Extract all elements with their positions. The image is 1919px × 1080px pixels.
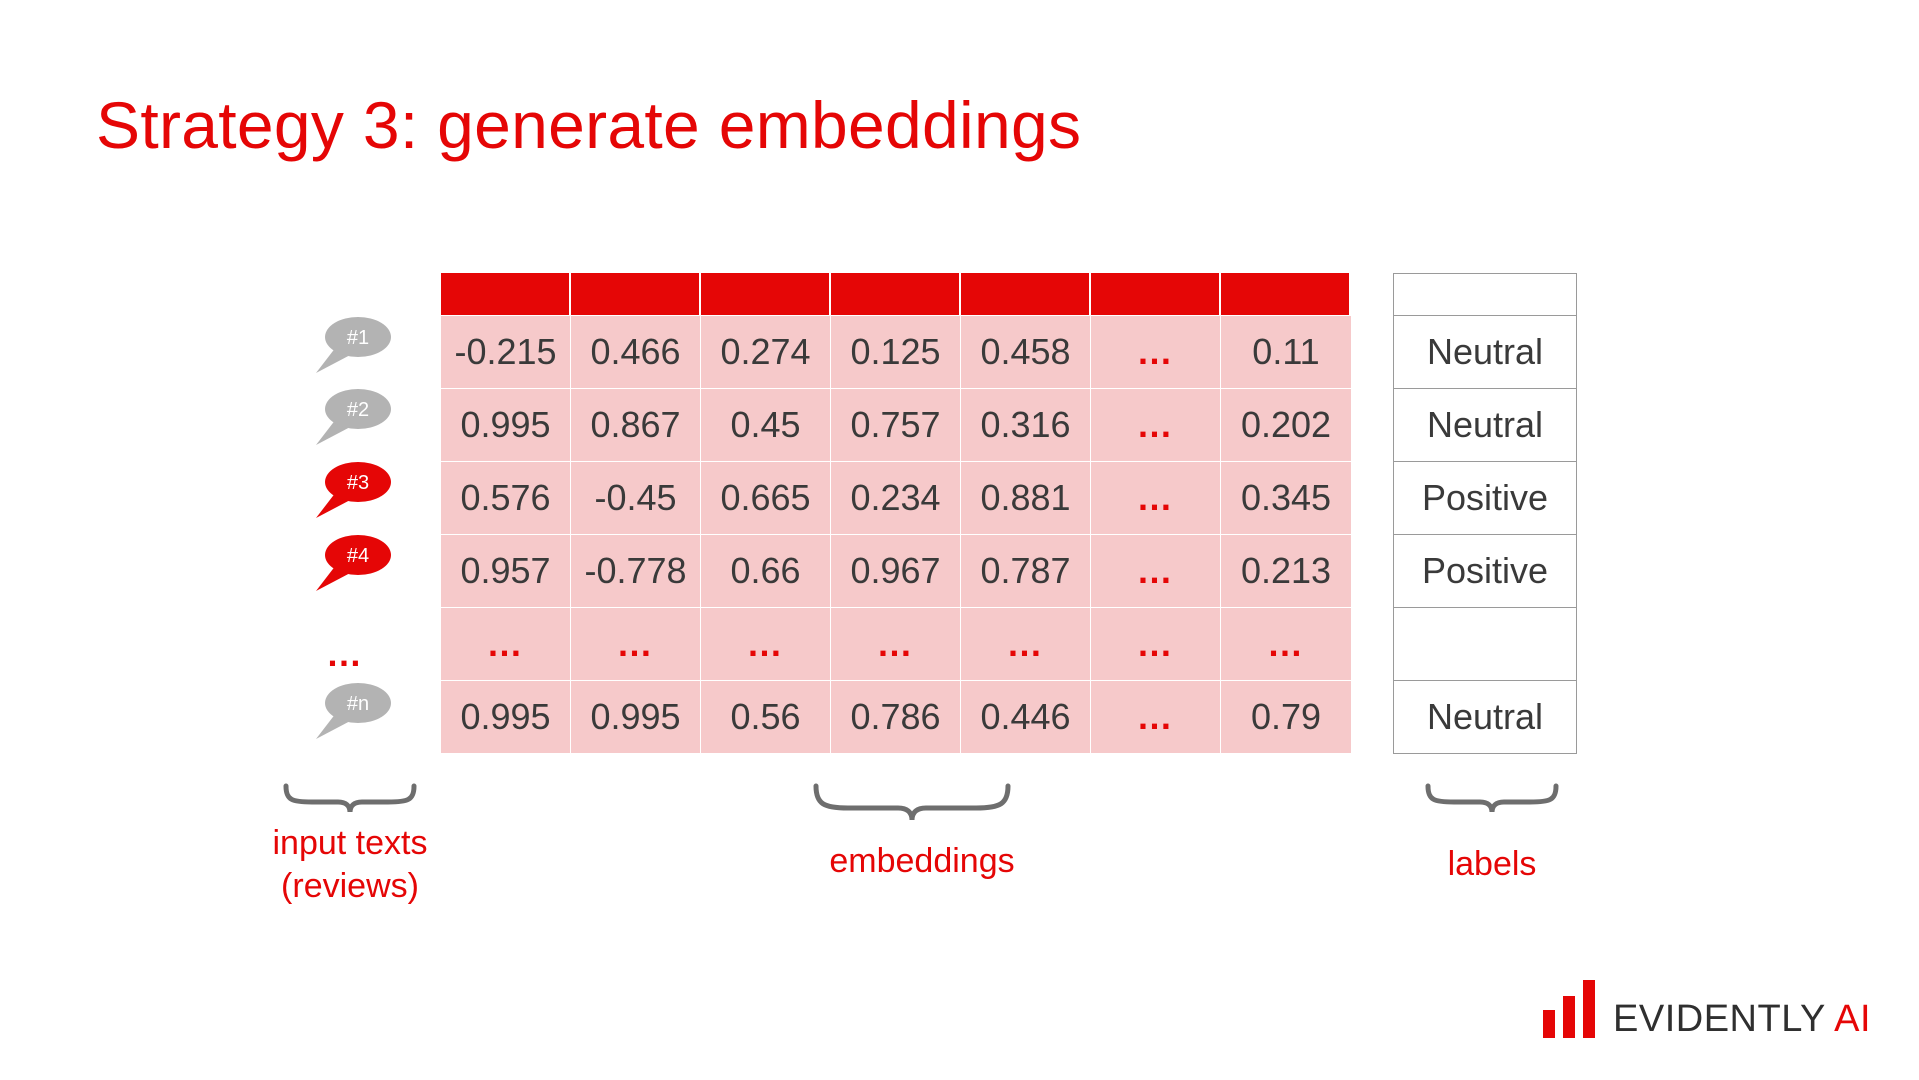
matrix-ellipsis-cell: … bbox=[1091, 534, 1221, 607]
matrix-cell: 0.787 bbox=[961, 534, 1091, 607]
label-cell: Positive bbox=[1394, 535, 1576, 608]
input-bubble-icon: #n bbox=[310, 681, 394, 745]
matrix-ellipsis-cell: … bbox=[1091, 315, 1221, 388]
input-bubble-label: #n bbox=[347, 693, 369, 715]
input-bubble-icon: #4 bbox=[310, 533, 394, 597]
matrix-cell: 0.79 bbox=[1221, 680, 1351, 753]
matrix-cell: 0.274 bbox=[701, 315, 831, 388]
matrix-cell: 0.66 bbox=[701, 534, 831, 607]
matrix-ellipsis-cell: … bbox=[1091, 607, 1221, 680]
matrix-cell: 0.757 bbox=[831, 388, 961, 461]
labels-brace bbox=[1425, 783, 1559, 813]
matrix-ellipsis-cell: … bbox=[831, 607, 961, 680]
embeddings-brace bbox=[813, 783, 1011, 821]
matrix-cell: 0.11 bbox=[1221, 315, 1351, 388]
logo-main: EVIDENTLY bbox=[1613, 998, 1826, 1040]
matrix-cell: 0.446 bbox=[961, 680, 1091, 753]
embeddings-matrix: -0.215 0.466 0.274 0.125 0.458… 0.11 0.995 0.86… bbox=[441, 273, 1351, 753]
matrix-cell: 0.234 bbox=[831, 461, 961, 534]
input-texts-caption: input texts (reviews) bbox=[250, 822, 450, 907]
matrix-cell: 0.45 bbox=[701, 388, 831, 461]
matrix-cell: 0.881 bbox=[961, 461, 1091, 534]
embeddings-caption: embeddings bbox=[829, 842, 1015, 880]
labels-header bbox=[1394, 274, 1576, 316]
matrix-cell: -0.215 bbox=[441, 315, 571, 388]
matrix-header-cell bbox=[701, 273, 831, 315]
matrix-cell: 0.786 bbox=[831, 680, 961, 753]
matrix-ellipsis-cell: … bbox=[1091, 461, 1221, 534]
matrix-header-cell bbox=[571, 273, 701, 315]
label-cell bbox=[1394, 608, 1576, 681]
label-cell: Positive bbox=[1394, 462, 1576, 535]
matrix-cell: 0.665 bbox=[701, 461, 831, 534]
matrix-ellipsis-cell: … bbox=[701, 607, 831, 680]
input-texts-caption-line1: input texts bbox=[272, 824, 428, 862]
input-ellipsis: … bbox=[326, 633, 364, 674]
matrix-cell: 0.213 bbox=[1221, 534, 1351, 607]
input-bubble-label: #3 bbox=[347, 472, 369, 494]
matrix-cell: 0.316 bbox=[961, 388, 1091, 461]
label-cell: Neutral bbox=[1394, 316, 1576, 389]
matrix-header-cell bbox=[831, 273, 961, 315]
matrix-cell: 0.458 bbox=[961, 315, 1091, 388]
slide-title: Strategy 3: generate embeddings bbox=[96, 88, 1082, 162]
matrix-cell: 0.576 bbox=[441, 461, 571, 534]
input-texts-caption-line2: (reviews) bbox=[281, 866, 419, 905]
matrix-cell: 0.345 bbox=[1221, 461, 1351, 534]
label-cell: Neutral bbox=[1394, 681, 1576, 754]
labels-caption: labels bbox=[1447, 845, 1537, 883]
matrix-cell: 0.202 bbox=[1221, 388, 1351, 461]
logo-bars-icon bbox=[1543, 980, 1599, 1038]
labels-column: Neutral Neutral Positive Positive Neutral bbox=[1393, 273, 1577, 754]
logo-text: EVIDENTLY AI bbox=[1613, 1000, 1871, 1038]
matrix-cell: 0.867 bbox=[571, 388, 701, 461]
input-bubble-icon: #1 bbox=[310, 315, 394, 379]
matrix-ellipsis-cell: … bbox=[1091, 680, 1221, 753]
matrix-cell: -0.778 bbox=[571, 534, 701, 607]
evidently-logo: EVIDENTLY AI bbox=[1543, 980, 1871, 1038]
input-bubble-label: #2 bbox=[347, 399, 369, 421]
matrix-ellipsis-cell: … bbox=[1221, 607, 1351, 680]
matrix-ellipsis-cell: … bbox=[1091, 388, 1221, 461]
matrix-header-cell bbox=[961, 273, 1091, 315]
matrix-header-cell bbox=[1091, 273, 1221, 315]
matrix-cell: 0.957 bbox=[441, 534, 571, 607]
input-texts-brace bbox=[283, 783, 417, 813]
matrix-cell: 0.967 bbox=[831, 534, 961, 607]
matrix-cell: 0.125 bbox=[831, 315, 961, 388]
matrix-header-cell bbox=[441, 273, 571, 315]
matrix-header-cell bbox=[1221, 273, 1351, 315]
label-cell: Neutral bbox=[1394, 389, 1576, 462]
matrix-cell: 0.995 bbox=[571, 680, 701, 753]
logo-accent: AI bbox=[1834, 998, 1872, 1040]
input-bubble-label: #4 bbox=[347, 545, 369, 567]
matrix-ellipsis-cell: … bbox=[441, 607, 571, 680]
matrix-cell: -0.45 bbox=[571, 461, 701, 534]
matrix-cell: 0.995 bbox=[441, 388, 571, 461]
matrix-cell: 0.466 bbox=[571, 315, 701, 388]
input-bubble-icon: #3 bbox=[310, 460, 394, 524]
input-bubble-label: #1 bbox=[347, 327, 369, 349]
input-bubble-icon: #2 bbox=[310, 387, 394, 451]
matrix-ellipsis-cell: … bbox=[961, 607, 1091, 680]
matrix-cell: 0.56 bbox=[701, 680, 831, 753]
matrix-ellipsis-cell: … bbox=[571, 607, 701, 680]
matrix-cell: 0.995 bbox=[441, 680, 571, 753]
